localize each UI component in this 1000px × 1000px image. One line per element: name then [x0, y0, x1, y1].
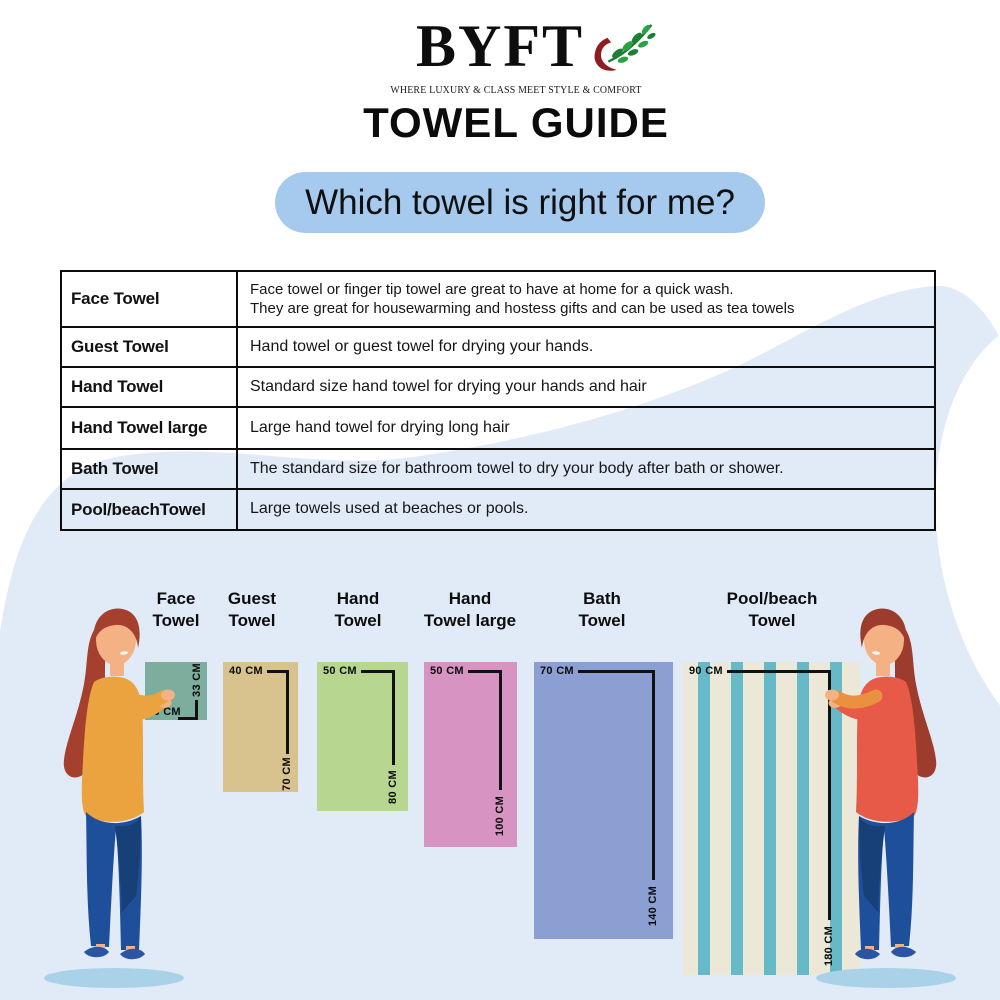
- towel-swatch-guest: [223, 662, 298, 792]
- bath-measure-line: [578, 670, 655, 673]
- table-row-name: Hand Towel: [61, 367, 237, 407]
- pool-measure-line: [727, 670, 831, 673]
- brand-logo: BYFT: [36, 14, 1000, 78]
- table-row-name: Face Towel: [61, 271, 237, 327]
- page-title: TOWEL GUIDE: [363, 99, 669, 146]
- table-row-description: Hand towel or guest towel for drying you…: [237, 327, 935, 367]
- guest-width-label: 40 CM: [229, 665, 263, 677]
- bath-height-label: 140 CM: [647, 885, 659, 927]
- brand-tagline: WHERE LUXURY & CLASS MEET STYLE & COMFOR…: [390, 84, 642, 96]
- hand-height-label: 80 CM: [387, 770, 399, 804]
- towel-heading-hand-large: Hand Towel large: [423, 589, 517, 631]
- guest-measure-line: [286, 670, 289, 754]
- towel-heading-bath: Bath Towel: [578, 589, 626, 631]
- table-row-name: Hand Towel large: [61, 407, 237, 449]
- table-row-description: Face towel or finger tip towel are great…: [237, 271, 935, 327]
- hand-large-width-label: 50 CM: [430, 665, 464, 677]
- pool-width-label: 90 CM: [689, 665, 723, 677]
- hand-large-height-label: 100 CM: [494, 795, 506, 837]
- guest-measure-line: [267, 670, 288, 673]
- hand-large-measure-line: [499, 670, 502, 790]
- guest-height-label: 70 CM: [281, 757, 293, 791]
- table-row-description: Large towels used at beaches or pools.: [237, 489, 935, 530]
- face-measure-line: [195, 700, 198, 720]
- leaf-branch-icon: [594, 24, 656, 71]
- table-row-name: Pool/beachTowel: [61, 489, 237, 530]
- towel-heading-face: Face Towel: [152, 589, 200, 631]
- towel-swatch-bath: [534, 662, 673, 939]
- bath-measure-line: [652, 670, 655, 880]
- table-row-name: Guest Towel: [61, 327, 237, 367]
- hand-measure-line: [361, 670, 395, 673]
- table-row-name: Bath Towel: [61, 449, 237, 489]
- table-row-description: Standard size hand towel for drying your…: [237, 367, 935, 407]
- table-row-description: Large hand towel for drying long hair: [237, 407, 935, 449]
- towel-guide-table: Face Towel Face towel or finger tip towe…: [60, 270, 936, 531]
- question-text: Which towel is right for me?: [305, 182, 735, 222]
- pool-measure-line: [828, 670, 831, 920]
- towel-heading-guest: Guest Towel: [227, 589, 277, 631]
- woman-illustration-left: [44, 608, 184, 988]
- question-banner: Which towel is right for me?: [275, 172, 765, 233]
- face-measure-line: [178, 717, 198, 720]
- brand-name: BYFT: [415, 13, 585, 79]
- towel-heading-pool: Pool/beach Towel: [726, 589, 818, 631]
- woman-illustration-right: [816, 608, 956, 988]
- bath-width-label: 70 CM: [540, 665, 574, 677]
- table-row-description: The standard size for bathroom towel to …: [237, 449, 935, 489]
- size-comparison-chart: Face Towel Guest Towel Hand Towel Hand T…: [0, 560, 1000, 1000]
- hand-width-label: 50 CM: [323, 665, 357, 677]
- towel-heading-hand: Hand Towel: [334, 589, 382, 631]
- hand-large-measure-line: [468, 670, 502, 673]
- hand-measure-line: [392, 670, 395, 765]
